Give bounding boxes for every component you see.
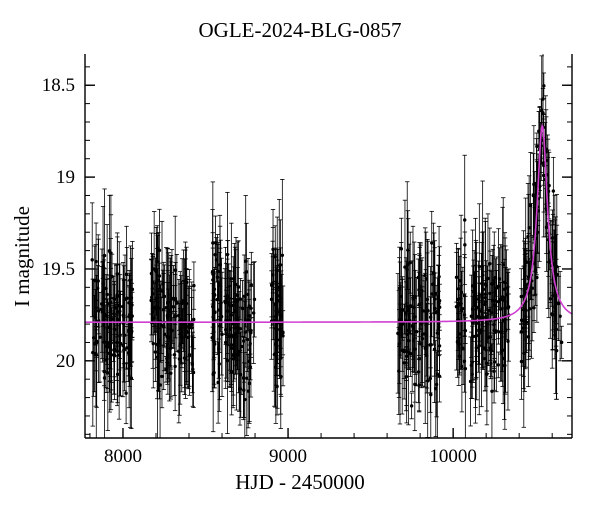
x-tick-label: 10000 — [429, 446, 477, 467]
y-tick-label: 19 — [56, 167, 75, 188]
y-tick-label: 18.5 — [42, 75, 75, 96]
y-tick-label: 19.5 — [42, 259, 75, 280]
y-tick-label: 20 — [56, 351, 75, 372]
x-tick-label: 8000 — [104, 446, 142, 467]
lightcurve-plot: 8000 9000 10000 18.5 19 19.5 20 — [0, 0, 600, 512]
x-tick-label: 9000 — [269, 446, 307, 467]
